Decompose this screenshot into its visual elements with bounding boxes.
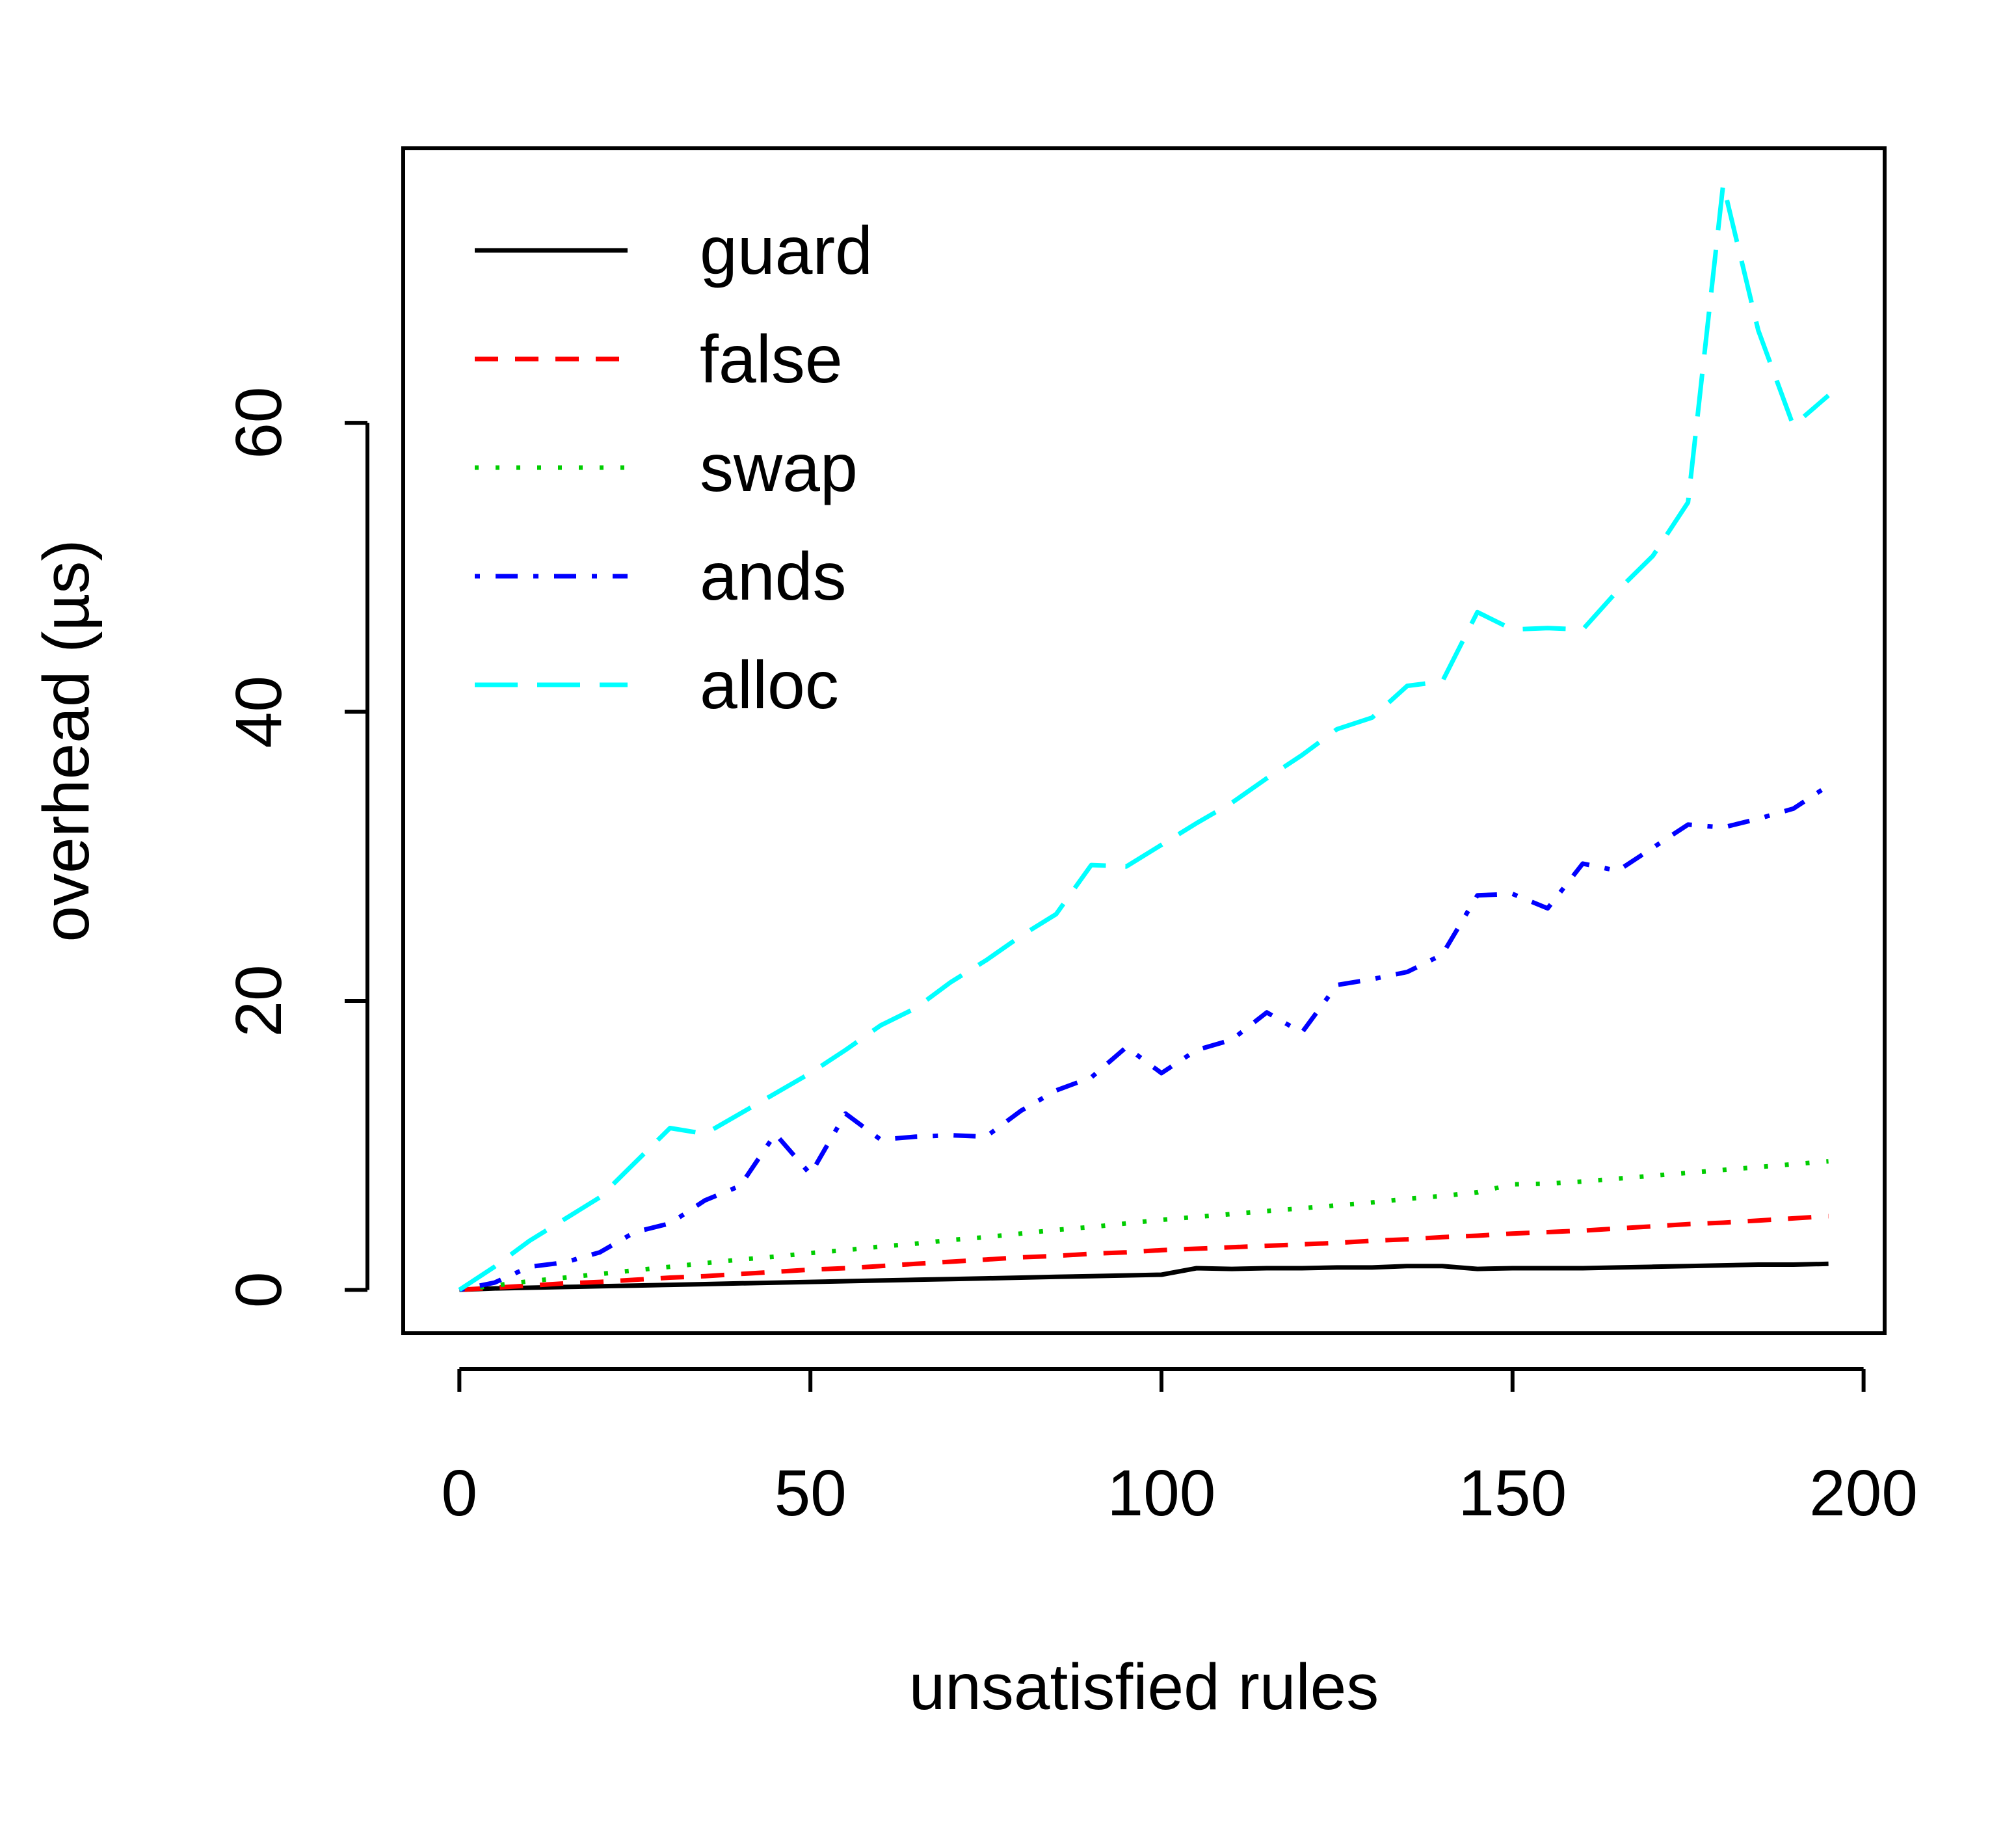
y-axis-title: overhead (µs) [30,540,103,942]
legend-label: guard [700,213,873,289]
y-tick-label: 60 [222,387,295,459]
y-tick-label: 20 [222,964,295,1037]
series-line-swap [458,1159,1829,1292]
series-line-alloc [458,182,1830,1292]
legend: guard false swap ands alloc [475,213,873,723]
legend-item-ands: ands [475,539,847,615]
series-line-false [459,1214,1829,1292]
x-tick-label: 100 [1107,1457,1216,1530]
x-axis-title: unsatisfied rules [909,1651,1379,1723]
legend-label: alloc [700,648,839,723]
plot-frame [401,146,1887,1335]
y-axis: 0 20 40 60 [222,387,369,1308]
legend-label: ands [700,539,847,615]
series-line-guard [459,1261,1829,1292]
legend-label: swap [700,431,858,506]
legend-item-alloc: alloc [475,648,839,723]
x-tick-label: 200 [1809,1457,1918,1530]
x-tick-label: 50 [775,1457,847,1530]
x-tick-label: 0 [442,1457,478,1530]
legend-label: false [700,322,843,397]
y-tick-label: 0 [222,1271,295,1308]
legend-item-swap: swap [475,431,858,506]
legend-item-guard: guard [475,213,873,289]
x-axis: 0 50 100 150 200 [442,1367,1918,1530]
y-tick-label: 40 [222,676,295,748]
legend-item-false: false [475,322,843,397]
x-tick-label: 150 [1458,1457,1567,1530]
series-layer [458,182,1830,1292]
